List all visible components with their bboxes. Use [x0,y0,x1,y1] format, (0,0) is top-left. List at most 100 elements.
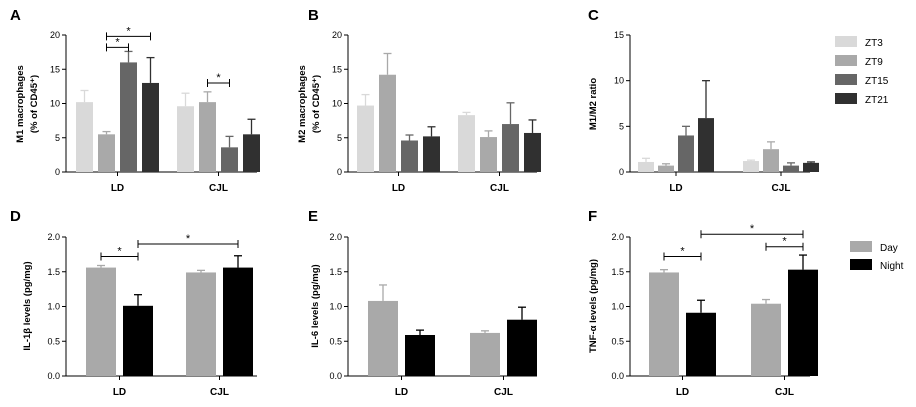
y-tick-label: 1.0 [329,302,342,312]
legend-label: ZT3 [865,38,883,49]
panel-a: A M1 macrophages (% of CD45⁺) 0 5 10 15 20 LD CJL… [10,7,260,194]
y-axis-title: (% of CD45⁺) [311,75,322,133]
y-tick-label: 5 [619,121,624,131]
y-tick-label: 5 [55,133,60,143]
bar-night-ld [686,312,716,376]
y-tick-label: 2.0 [329,232,342,242]
x-category-label: CJL [490,183,509,194]
bar-night-ld [123,305,153,376]
legend-swatch-zt15 [835,74,857,85]
panel-letter: D [10,208,21,225]
legend-label: ZT15 [865,76,889,87]
bar-zt3-cjl [743,161,759,172]
bar-night-cjl [788,269,818,376]
y-tick-label: 1.5 [611,267,624,277]
legend-swatch-zt9 [835,55,857,66]
significance-star: * [750,223,755,235]
bar-zt3-cjl [177,106,194,172]
bar-zt9-ld [98,134,115,172]
bar-zt3-cjl [458,115,475,172]
panel-letter: F [588,208,597,225]
significance-star: * [117,245,122,257]
panel-d: D IL-1β levels (pg/mg) 0.0 0.5 1.0 1.5 2.0 LD CJ… [10,208,257,398]
bar-zt15-ld [401,140,418,172]
y-tick-label: 0.0 [47,371,60,381]
y-tick-label: 1.5 [47,267,60,277]
bar-night-cjl [507,319,537,376]
y-tick-label: 1.0 [611,302,624,312]
bar-zt21-cjl [803,162,819,172]
bar-zt3-ld [357,105,374,172]
y-axis-title: M2 macrophages [297,65,308,143]
bar-zt21-ld [142,82,159,172]
y-tick-label: 2.0 [47,232,60,242]
y-tick-label: 10 [332,99,342,109]
bar-zt21-cjl [243,134,260,172]
panel-letter: A [10,7,21,24]
y-tick-label: 0 [337,167,342,177]
y-tick-label: 20 [332,30,342,40]
bar-day-ld [86,267,116,376]
y-tick-label: 1.5 [329,267,342,277]
y-tick-label: 0.5 [611,336,624,346]
legend-label: ZT9 [865,57,883,68]
y-tick-label: 1.0 [47,302,60,312]
bar-zt21-cjl [524,132,541,172]
bar-day-cjl [470,332,500,376]
y-tick-label: 10 [614,76,624,86]
bar-zt3-ld [638,161,654,172]
x-category-label: LD [392,183,405,194]
significance-star: * [115,36,120,48]
bar-zt21-ld [423,136,440,172]
bar-zt21-ld [698,118,714,172]
bar-night-cjl [223,267,253,376]
panel-b: B M2 macrophages (% of CD45⁺) 0 5 10 15 20 LD CJL [297,7,541,194]
y-axis-title: M1 macrophages [15,65,26,143]
y-tick-label: 0.0 [329,371,342,381]
y-tick-label: 0.5 [329,336,342,346]
significance-star: * [216,72,221,84]
legend: ZT3 ZT9 ZT15 ZT21 [835,36,889,106]
x-category-label: LD [669,183,682,194]
bar-zt9-ld [379,74,396,172]
x-category-label: LD [676,387,689,398]
bar-zt9-ld [658,165,674,172]
bar-zt15-ld [120,62,137,172]
y-tick-label: 15 [614,30,624,40]
bar-zt9-cjl [480,137,497,172]
y-tick-label: 0 [619,167,624,177]
panel-c: C M1/M2 ratio 0 5 10 15 LD CJL ZT3 ZT9 ZT15 ZT21 [588,7,889,194]
y-tick-label: 20 [50,30,60,40]
x-category-label: CJL [210,387,229,398]
bar-zt15-cjl [502,124,519,172]
legend-label: ZT21 [865,95,889,106]
significance-star: * [680,245,685,257]
y-tick-label: 15 [50,64,60,74]
x-category-label: LD [113,387,126,398]
panel-letter: C [588,7,599,24]
bar-zt9-cjl [199,102,216,172]
legend-swatch-zt21 [835,93,857,104]
y-tick-label: 5 [337,133,342,143]
bar-zt9-cjl [763,149,779,172]
y-axis-title: (% of CD45⁺) [29,75,40,133]
bar-night-ld [405,334,435,376]
bar-day-ld [368,300,398,376]
legend-swatch-zt3 [835,36,857,47]
bar-zt15-cjl [221,147,238,172]
bar-zt15-ld [678,135,694,172]
y-axis-title: TNF-α levels (pg/mg) [588,259,599,353]
panel-letter: B [308,7,319,24]
significance-star: * [126,25,131,37]
legend-label: Night [880,261,904,272]
y-tick-label: 2.0 [611,232,624,242]
y-tick-label: 10 [50,99,60,109]
legend: Day Night [850,241,904,272]
significance-star: * [782,236,787,248]
y-tick-label: 0 [55,167,60,177]
y-axis-title: IL-6 levels (pg/mg) [310,264,321,347]
y-axis-title: M1/M2 ratio [588,78,599,130]
legend-swatch-night [850,259,872,270]
significance-star: * [186,233,191,245]
panel-e: E IL-6 levels (pg/mg) 0.0 0.5 1.0 1.5 2.0 LD CJL [308,208,537,398]
